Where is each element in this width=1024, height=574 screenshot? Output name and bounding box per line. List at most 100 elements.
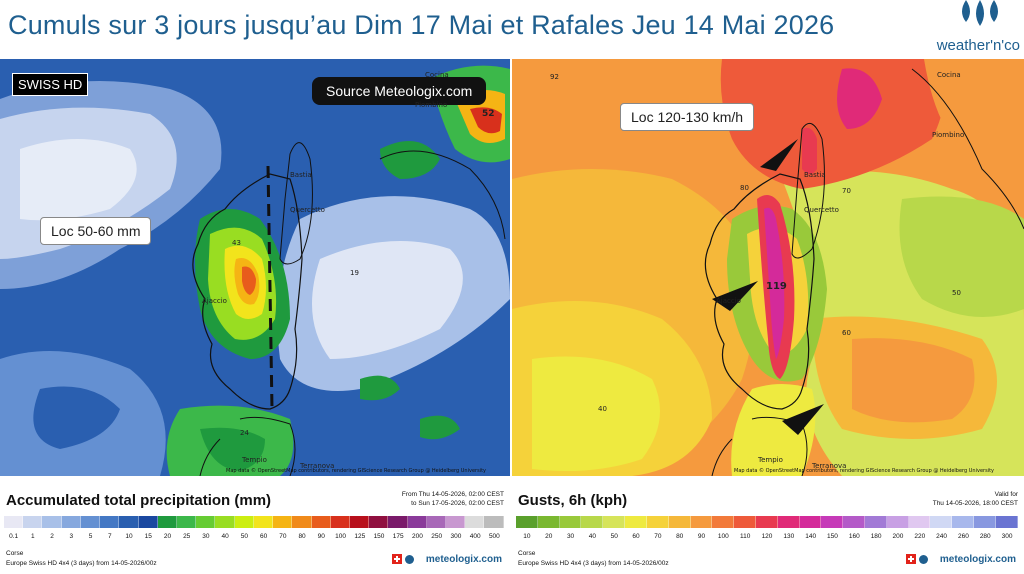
legend-color-cell — [755, 516, 778, 528]
legend-valid-date: Thu 14-05-2026, 18:00 CEST — [932, 500, 1018, 507]
map-value: 70 — [842, 187, 851, 195]
legend-color-cell — [559, 516, 582, 528]
legend-tick-label: 50 — [610, 533, 618, 540]
legend-color-cell — [930, 516, 953, 528]
legend-color-cell — [215, 516, 235, 528]
legend-tick-label: 250 — [431, 533, 443, 540]
legend-model: Europe Swiss HD 4x4 (3 days) from 14-05-… — [518, 560, 669, 567]
legend-color-cell — [273, 516, 293, 528]
legend-dates: Valid for Thu 14-05-2026, 18:00 CEST — [933, 490, 1018, 508]
legend-tick-label: 260 — [957, 533, 969, 540]
legend-logo: meteologix.com — [939, 554, 1016, 565]
gusts-map: Loc 120-130 km/h Cocina Piombino Bastia … — [512, 59, 1024, 476]
place-label: Piombino — [932, 131, 965, 139]
place-label: Tempio — [242, 456, 267, 464]
precipitation-legend: Accumulated total precipitation (mm) Fro… — [0, 478, 510, 574]
legend-region: Corse — [518, 550, 536, 557]
legend-logo: meteologix.com — [425, 554, 502, 565]
legend-color-cell — [407, 516, 427, 528]
map-value: 60 — [842, 329, 851, 337]
legend-color-cell — [581, 516, 604, 528]
legend-color-cell — [42, 516, 62, 528]
legend-tick-label: 30 — [566, 533, 575, 540]
map-value: 40 — [598, 405, 607, 413]
legend-tick-label: 280 — [979, 533, 991, 540]
legend-tick-label: 3 — [69, 533, 74, 540]
legend-color-cell — [516, 516, 538, 528]
legend-color-cell — [330, 516, 350, 528]
legend-color-cell — [23, 516, 43, 528]
legend-color-cell — [777, 516, 800, 528]
swiss-flag-icon — [392, 554, 402, 564]
gusts-field — [512, 59, 1024, 476]
legend-color-cell — [974, 516, 996, 528]
place-label: Terranova — [300, 462, 335, 470]
map-value: 119 — [766, 281, 787, 292]
gusts-legend: Gusts, 6h (kph) Valid for Thu 14-05-2026… — [512, 478, 1024, 574]
brand-name: weather'n'co — [936, 37, 1020, 54]
place-label: Bastia — [290, 171, 312, 179]
legend-tick-label: 15 — [144, 533, 152, 540]
legend-tick-label: 20 — [545, 533, 553, 540]
legend-date-from: From Thu 14-05-2026, 02:00 CEST — [401, 491, 504, 498]
legend-tick-label: 300 — [1001, 533, 1013, 540]
legend-tick-label: 500 — [488, 533, 500, 540]
brand-logo: weather'n'co — [894, 0, 1024, 58]
legend-tick-label: 140 — [805, 533, 817, 540]
legend-tick-label: 60 — [259, 533, 268, 540]
legend-color-cell — [712, 516, 735, 528]
legend-tick-label: 10 — [125, 533, 133, 540]
legend-color-cell — [388, 516, 408, 528]
map-value: 50 — [952, 289, 961, 297]
legend-title: Accumulated total precipitation (mm) — [6, 492, 272, 509]
legend-tick-label: 90 — [697, 533, 706, 540]
legend-color-cell — [537, 516, 560, 528]
legend-tick-label: 180 — [870, 533, 882, 540]
legend-color-cell — [821, 516, 844, 528]
legend-color-cell — [843, 516, 865, 528]
legend-tick-label: 40 — [588, 533, 597, 540]
place-label: Quercetto — [290, 206, 325, 214]
map-value: 92 — [550, 73, 559, 81]
legend-color-cell — [952, 516, 975, 528]
place-label: Tempio — [758, 456, 783, 464]
legend-ticks: 0.1 1 2 3 5 7 10 15 20 25 30 40 50 60 70 80 90 100 125 150 1… — [4, 533, 504, 543]
wind-arrow-west-icon — [712, 281, 758, 311]
legend-color-cell — [100, 516, 120, 528]
legend-tick-label: 0.1 — [9, 533, 19, 540]
place-label: Ajaccio — [202, 297, 227, 305]
legend-color-cell — [668, 516, 691, 528]
legend-tick-label: 160 — [848, 533, 860, 540]
weather-drops-logo-icon — [962, 0, 998, 26]
legend-tick-label: 300 — [450, 533, 462, 540]
legend-color-cell — [603, 516, 626, 528]
legend-color-cell — [292, 516, 312, 528]
legend-color-cell — [799, 516, 822, 528]
legend-tick-label: 130 — [783, 533, 795, 540]
legend-tick-label: 1 — [31, 533, 35, 540]
legend-tick-label: 30 — [202, 533, 210, 540]
legend-title: Gusts, 6h (kph) — [518, 492, 628, 509]
local-rainfall-annotation: Loc 50-60 mm — [40, 217, 152, 245]
wind-arrow-south-icon — [782, 404, 824, 435]
legend-tick-label: 125 — [354, 533, 366, 540]
wind-arrow-north-icon — [760, 139, 798, 171]
map-value: 80 — [740, 184, 749, 192]
legend-tick-label: 50 — [240, 533, 248, 540]
legend-model: Europe Swiss HD 4x4 (3 days) from 14-05-… — [6, 560, 157, 567]
legend-color-cell — [646, 516, 669, 528]
legend-tick-label: 400 — [469, 533, 481, 540]
meteologix-logo-icon — [919, 555, 928, 564]
legend-color-cell — [196, 516, 216, 528]
legend-color-cell — [734, 516, 756, 528]
legend-tick-label: 5 — [88, 533, 93, 540]
legend-region: Corse — [6, 550, 24, 557]
map-value: 19 — [350, 269, 359, 277]
legend-ticks: 10 20 30 40 50 60 70 80 90 100 110 120 130 140 150 160 1… — [516, 533, 1018, 543]
map-value: 43 — [232, 239, 241, 247]
legend-tick-label: 100 — [717, 533, 729, 540]
legend-tick-label: 80 — [298, 533, 306, 540]
legend-color-cell — [995, 516, 1018, 528]
legend-color-cell — [484, 516, 504, 528]
legend-color-cell — [690, 516, 713, 528]
